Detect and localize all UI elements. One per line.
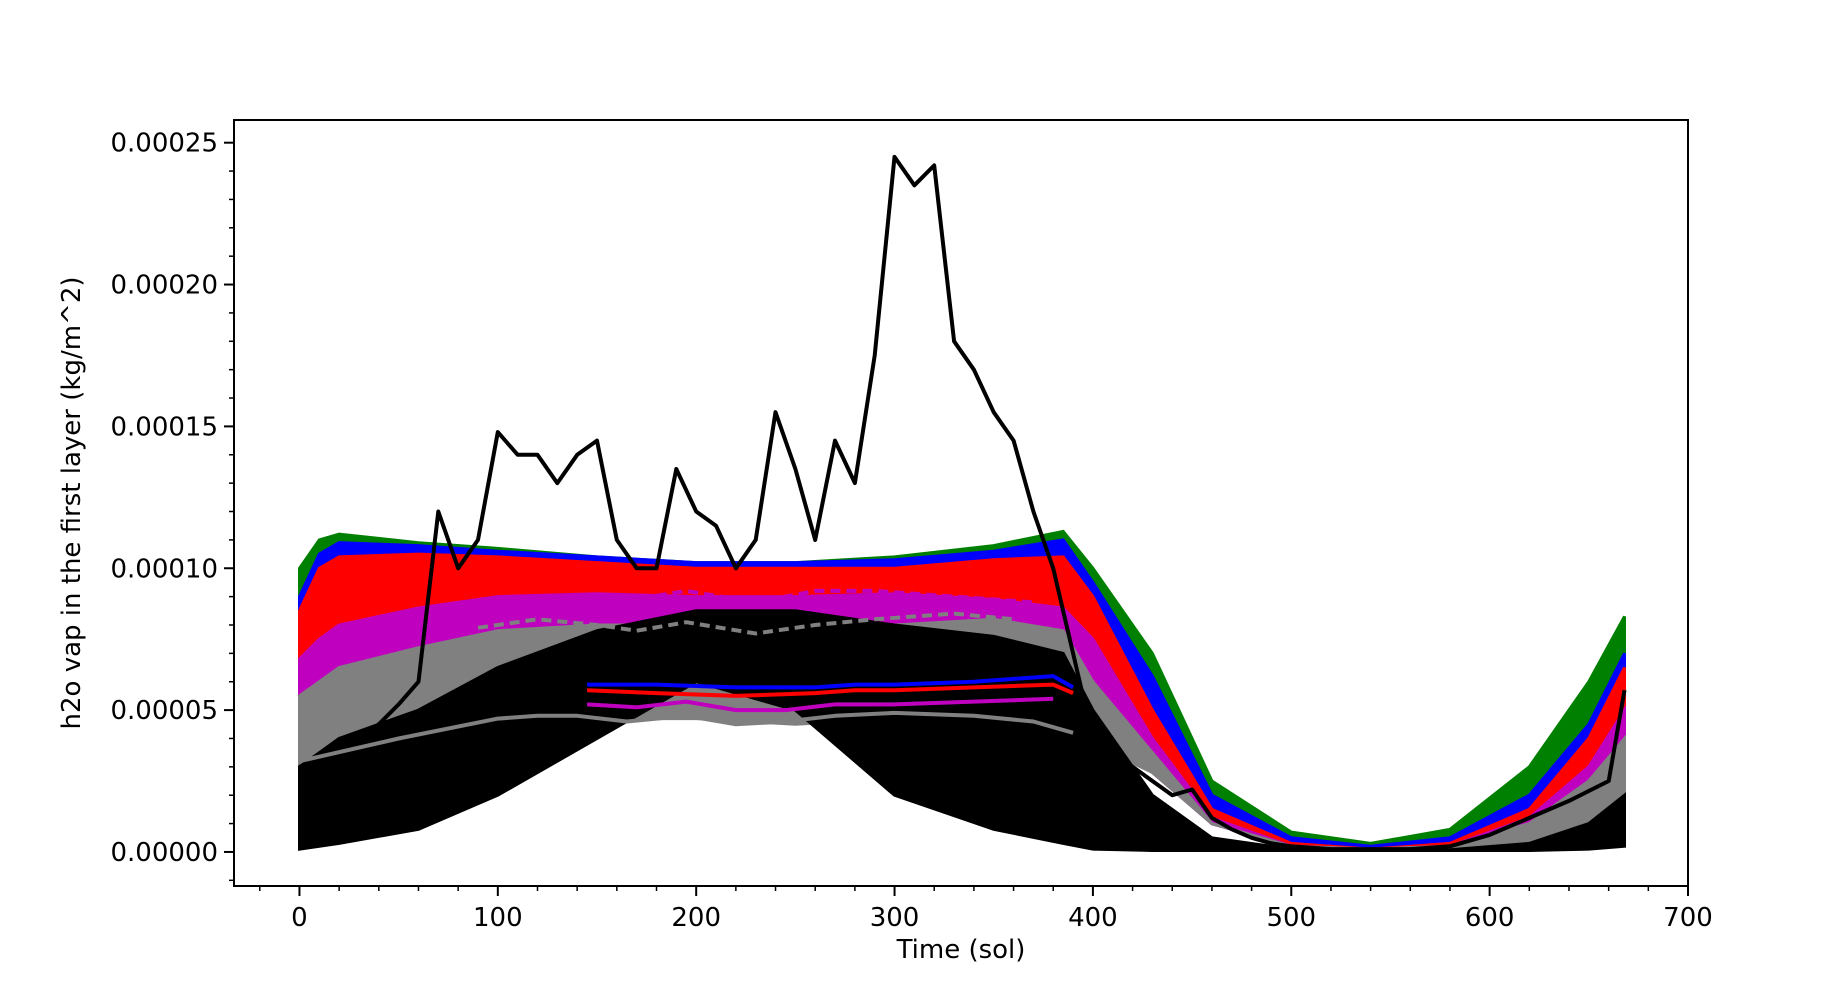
x-tick-label: 600 — [1465, 903, 1515, 933]
x-tick-label: 300 — [870, 903, 920, 933]
x-tick-label: 100 — [473, 903, 523, 933]
y-tick-label: 0.00010 — [110, 554, 218, 584]
series-line-4 — [299, 710, 1074, 764]
y-axis: 0.00000 0.00005 0.00010 0.00015 0.00020 0.000… — [110, 129, 234, 882]
series-line-1 — [587, 674, 1075, 690]
y-tick-label: 0.00000 — [110, 838, 218, 868]
x-axis-label: Time (sol) — [896, 935, 1026, 965]
y-axis-label: h2o vap in the first layer (kg/m^2) — [57, 276, 87, 729]
band-5 — [298, 609, 1626, 853]
series-layer — [298, 154, 1627, 852]
series-line-2 — [587, 682, 1074, 698]
y-tick-label: 0.00005 — [110, 696, 218, 726]
x-axis: 0 100 200 300 400 500 600 700 — [259, 886, 1713, 933]
series-line-0 — [298, 154, 1627, 852]
x-tick-label: 400 — [1068, 903, 1118, 933]
x-tick-label: 700 — [1663, 903, 1713, 933]
y-tick-label: 0.00020 — [110, 271, 218, 301]
series-line-5 — [497, 588, 1034, 605]
x-tick-label: 0 — [291, 903, 308, 933]
y-tick-label: 0.00025 — [110, 129, 218, 159]
plot-frame — [233, 119, 1689, 887]
y-tick-label: 0.00015 — [110, 412, 218, 442]
bands-layer — [298, 529, 1626, 853]
series-line-6 — [477, 611, 1014, 636]
x-tick-label: 200 — [671, 903, 721, 933]
series-line-3 — [586, 696, 1054, 713]
x-tick-label: 500 — [1266, 903, 1316, 933]
